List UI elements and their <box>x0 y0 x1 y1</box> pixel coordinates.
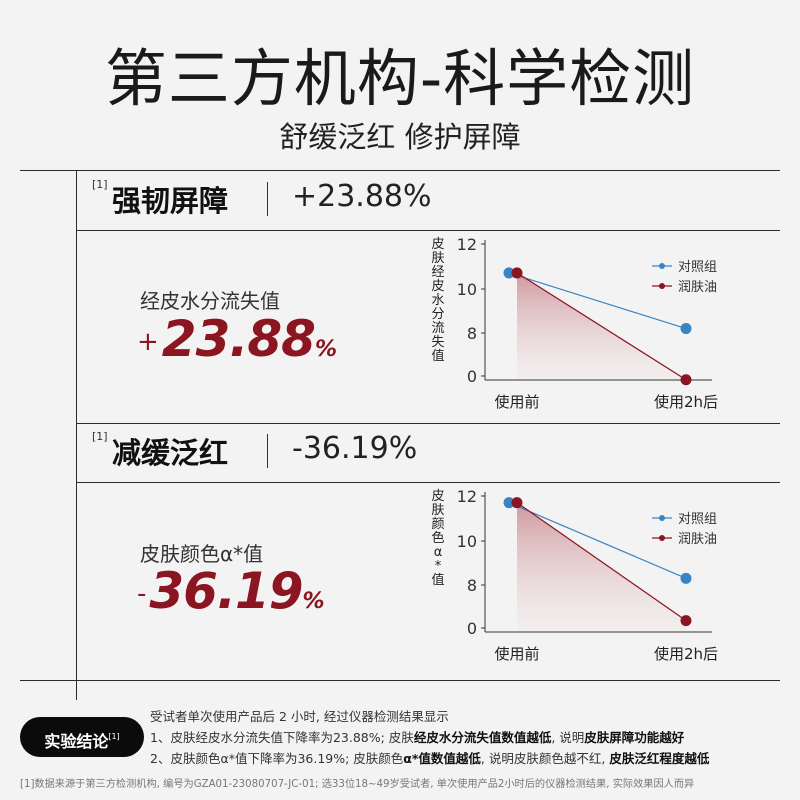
y-axis-label-char: 失 <box>431 335 444 350</box>
x-tick-label: 使用2h后 <box>654 645 718 663</box>
conclusion-emphasis: 皮肤泛红程度越低 <box>609 751 710 766</box>
conclusion-text: 1、皮肤经皮水分流失值下降率为23.88%; 皮肤 <box>150 730 414 745</box>
y-axis-label-char: 值 <box>431 348 444 364</box>
legend-marker <box>659 263 665 269</box>
conclusion-emphasis: 经皮水分流失值数值越低 <box>413 730 552 745</box>
legend-marker <box>659 515 665 521</box>
y-axis-label-char: 水 <box>431 293 444 308</box>
metric-big-tewl: +23.88% <box>137 310 337 368</box>
data-point <box>503 497 515 509</box>
metric-number: 36.19 <box>149 562 303 620</box>
metric-sign: - <box>137 579 147 609</box>
series-line <box>508 272 687 330</box>
y-axis-label-char: 值 <box>431 572 444 588</box>
section-value: -36.19% <box>292 431 418 466</box>
metric-number: 23.88 <box>161 310 316 368</box>
y-tick-label: 12 <box>457 235 477 254</box>
section-value: +23.88% <box>292 179 432 214</box>
conclusion-emphasis: 皮肤屏障功能越好 <box>584 730 685 745</box>
data-point <box>680 374 692 386</box>
series-line <box>508 502 687 579</box>
legend-label: 润肤油 <box>678 280 717 295</box>
series-line <box>516 272 687 381</box>
divider-section1-head <box>76 230 780 231</box>
y-axis-label-char: 色 <box>431 530 444 546</box>
legend-marker <box>659 283 665 289</box>
y-tick-label: 10 <box>457 280 477 299</box>
metric-label-tewl: 经皮水分流失值 <box>140 289 280 313</box>
metric-big-redness: -36.19% <box>137 562 325 620</box>
y-tick-label: 10 <box>457 532 477 551</box>
data-point <box>680 572 692 584</box>
y-axis-label: 皮肤经皮水分流失值 <box>431 237 444 364</box>
conclusion-badge-ref: [1] <box>108 732 120 741</box>
data-point <box>511 267 523 279</box>
footnote: [1]数据来源于第三方检测机构, 编号为GZA01-23080707-JC-01… <box>20 779 695 790</box>
data-point <box>680 615 692 627</box>
x-tick-label: 使用前 <box>494 645 539 663</box>
x-tick-label: 使用2h后 <box>654 393 718 411</box>
section-divider <box>267 182 268 216</box>
divider-left <box>76 170 77 700</box>
metric-percent: % <box>314 337 337 362</box>
conclusion-line-2: 2、皮肤颜色α*值下降率为36.19%; 皮肤颜色α*值数值越低, 说明皮肤颜色… <box>150 748 709 767</box>
y-axis-label-char: 流 <box>431 321 444 336</box>
divider-middle <box>76 423 780 424</box>
legend-label: 对照组 <box>678 260 717 275</box>
data-point <box>511 497 523 509</box>
page-title: 第三方机构-科学检测 <box>104 42 696 115</box>
section-name: 强韧屏障 <box>112 184 229 218</box>
y-axis-label: 皮肤颜色 α *值 <box>431 489 444 588</box>
legend-label: 润肤油 <box>678 532 717 547</box>
y-axis-label-char: 经 <box>431 265 444 280</box>
y-tick-label: 0 <box>467 619 477 638</box>
y-axis-label-char: 肤 <box>431 251 444 266</box>
section-name: 减缓泛红 <box>112 436 229 470</box>
y-axis-label-char: 皮 <box>431 279 444 294</box>
metric-percent: % <box>302 589 325 614</box>
metric-sign: + <box>137 327 159 357</box>
series-line <box>516 502 687 622</box>
conclusion-badge-label: 实验结论 <box>44 732 109 751</box>
x-tick-label: 使用前 <box>494 393 539 411</box>
y-tick-label: 8 <box>467 576 477 595</box>
legend-label: 对照组 <box>678 512 717 527</box>
conclusion-text: 2、皮肤颜色α*值下降率为36.19%; 皮肤颜色 <box>150 751 404 766</box>
y-axis-label-char: 皮 <box>431 237 444 252</box>
y-axis-label-char: * <box>435 559 442 574</box>
data-point <box>503 267 515 279</box>
section-divider <box>267 434 268 468</box>
divider-top <box>20 170 780 171</box>
y-tick-label: 0 <box>467 367 477 386</box>
conclusion-text: , 说明皮肤颜色越不红, <box>480 751 610 766</box>
y-axis-label-char: 肤 <box>431 503 444 518</box>
y-tick-label: 8 <box>467 324 477 343</box>
divider-bottom <box>20 680 780 681</box>
metric-label-redness: 皮肤颜色α*值 <box>140 542 264 566</box>
conclusion-intro: 受试者单次使用产品后 2 小时, 经过仪器检测结果显示 <box>150 709 449 724</box>
legend-marker <box>659 535 665 541</box>
y-axis-label-char: 颜 <box>431 516 444 532</box>
section-ref: [1] <box>92 178 108 191</box>
conclusion-line-1: 1、皮肤经皮水分流失值下降率为23.88%; 皮肤经皮水分流失值数值越低, 说明… <box>150 727 684 746</box>
y-axis-label-char: α <box>434 545 443 560</box>
series-area <box>517 502 686 631</box>
data-point <box>680 323 692 335</box>
conclusion-text: , 说明 <box>551 730 585 745</box>
divider-section2-head <box>76 482 780 483</box>
y-axis-label-char: 分 <box>431 307 444 322</box>
conclusion-badge: 实验结论[1] <box>20 717 144 757</box>
y-axis-label-char: 皮 <box>431 489 444 504</box>
y-tick-label: 12 <box>457 487 477 506</box>
section-ref: [1] <box>92 430 108 443</box>
conclusion-emphasis: α*值数值越低 <box>403 751 481 766</box>
page-subtitle: 舒缓泛红 修护屏障 <box>279 120 521 154</box>
